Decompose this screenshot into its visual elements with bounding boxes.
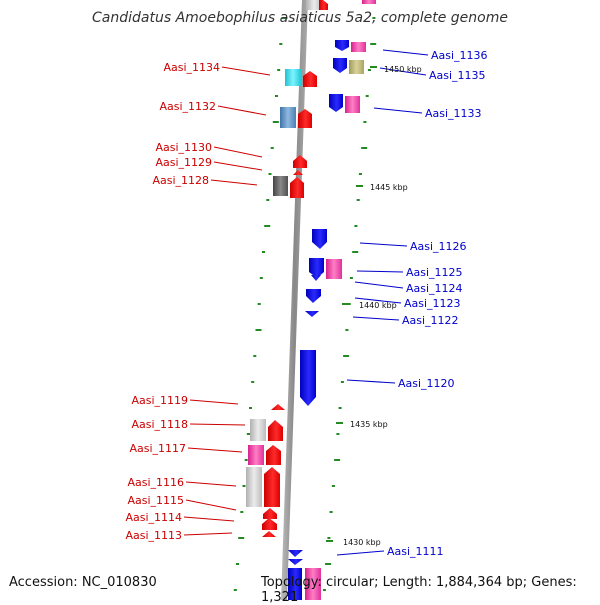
gene-arrow-aasi-1117-forward: [266, 445, 281, 465]
gene-label-aasi-1126[interactable]: Aasi_1126: [410, 240, 467, 253]
gene-arrow-aasi-1125-reverse: [309, 258, 324, 278]
scale-ticks: [326, 66, 377, 542]
gene-arrow-aasi-1111-reverse-2: [288, 559, 303, 565]
map-title: Candidatus Amoebophilus asiaticus 5a2, c…: [92, 10, 508, 26]
gene-arrow-aasi-1123-reverse: [306, 289, 321, 303]
gene-arrow-aasi-1129-forward: [293, 170, 303, 175]
gene-label-aasi-1124[interactable]: Aasi_1124: [406, 282, 463, 295]
gene-block-top-grey: [306, 0, 322, 10]
leader-line-aasi-1117: [187, 447, 243, 453]
gene-arrow-top-forward: [319, 0, 328, 10]
gene-label-aasi-1118[interactable]: Aasi_1118: [131, 418, 188, 431]
gene-arrow-aasi-1119-forward: [271, 404, 285, 410]
gene-glyphs: [246, 0, 376, 600]
leader-line-aasi-1124: [354, 281, 404, 289]
gene-label-aasi-1113[interactable]: Aasi_1113: [125, 529, 182, 542]
scale-tick-label: 1435 kbp: [350, 420, 388, 429]
gene-label-aasi-1134[interactable]: Aasi_1134: [163, 61, 220, 74]
leader-line-aasi-1129: [213, 161, 263, 171]
gene-block-aasi-1116: [246, 467, 262, 507]
gene-block-top-pink: [362, 0, 376, 4]
leader-line-aasi-1119: [189, 399, 239, 405]
gene-block-aasi-1135: [349, 60, 364, 74]
leader-line-aasi-1113: [183, 532, 233, 536]
gene-label-aasi-1135[interactable]: Aasi_1135: [429, 69, 486, 82]
gene-block-aasi-1134: [285, 69, 301, 86]
gene-block-bottom-blue: [288, 568, 302, 600]
gene-arrow-aasi-1134-forward: [303, 71, 317, 87]
gene-arrow-aasi-1114-forward: [262, 518, 277, 530]
gene-label-aasi-1120[interactable]: Aasi_1120: [398, 377, 455, 390]
leader-line-aasi-1114: [183, 516, 235, 522]
leader-line-aasi-1116: [185, 481, 237, 487]
gene-label-aasi-1111[interactable]: Aasi_1111: [387, 545, 444, 558]
gene-label-aasi-1125[interactable]: Aasi_1125: [406, 266, 463, 279]
gene-arrow-aasi-1113-forward: [262, 531, 276, 537]
gene-arrow-aasi-1118-forward: [268, 420, 283, 441]
gene-arrow-aasi-1132-forward: [298, 109, 312, 128]
topology-summary-text: Topology: circular; Length: 1,884,364 bp…: [261, 575, 577, 605]
gene-arrow-aasi-1124-reverse: [311, 275, 321, 281]
gene-label-aasi-1123[interactable]: Aasi_1123: [404, 297, 461, 310]
leader-line-aasi-1136: [382, 49, 429, 56]
leader-line-aasi-1133: [373, 107, 423, 114]
leader-line-aasi-1134: [221, 66, 271, 76]
gene-label-aasi-1117[interactable]: Aasi_1117: [129, 442, 186, 455]
gene-label-aasi-1119[interactable]: Aasi_1119: [131, 394, 188, 407]
gene-block-aasi-1118: [250, 419, 266, 441]
scale-tick-label: 1445 kbp: [370, 183, 408, 192]
gene-arrow-aasi-1136-reverse: [335, 40, 349, 51]
leader-line-aasi-1111: [336, 550, 385, 556]
gene-block-aasi-1136: [351, 42, 366, 52]
gene-block-aasi-1133: [345, 96, 360, 113]
gene-label-aasi-1133[interactable]: Aasi_1133: [425, 107, 482, 120]
gene-arrow-aasi-1133-reverse: [329, 94, 343, 112]
leader-line-aasi-1132: [217, 105, 267, 116]
gene-arrow-aasi-1128-forward: [290, 177, 304, 198]
gene-label-aasi-1115[interactable]: Aasi_1115: [127, 494, 184, 507]
gene-arrow-aasi-1115-forward: [263, 508, 277, 519]
position-dot-rails: [233, 17, 377, 591]
scale-tick-label: 1430 kbp: [343, 538, 381, 547]
genome-backbone: [281, 0, 308, 600]
leader-line-aasi-1130: [213, 146, 263, 158]
gene-label-aasi-1136[interactable]: Aasi_1136: [431, 49, 488, 62]
gene-arrow-aasi-1116-forward: [264, 467, 280, 507]
gene-block-aasi-1128: [273, 176, 288, 196]
gene-arrow-aasi-1130-forward: [293, 155, 307, 168]
gene-arrow-aasi-1122-reverse: [305, 311, 319, 317]
gene-block-aasi-1117: [248, 445, 264, 465]
leader-line-aasi-1128: [210, 179, 258, 186]
leader-line-aasi-1118: [189, 423, 246, 426]
gene-block-aasi-1125: [326, 259, 342, 279]
gene-label-aasi-1129[interactable]: Aasi_1129: [155, 156, 212, 169]
gene-label-aasi-1114[interactable]: Aasi_1114: [125, 511, 182, 524]
gene-block-bottom-pink: [305, 568, 321, 600]
gene-label-aasi-1128[interactable]: Aasi_1128: [152, 174, 209, 187]
accession-text: Accession: NC_010830: [9, 575, 157, 590]
gene-label-aasi-1116[interactable]: Aasi_1116: [127, 476, 184, 489]
leader-line-aasi-1120: [346, 379, 396, 384]
gene-label-aasi-1132[interactable]: Aasi_1132: [159, 100, 216, 113]
gene-label-aasi-1130[interactable]: Aasi_1130: [155, 141, 212, 154]
leader-line-aasi-1126: [359, 242, 408, 247]
leader-line-aasi-1125: [356, 270, 404, 273]
leader-line-aasi-1122: [352, 316, 400, 321]
scale-tick-label: 1440 kbp: [359, 301, 397, 310]
gene-block-aasi-1132: [280, 107, 296, 128]
leader-line-aasi-1123: [354, 297, 402, 304]
gene-arrow-aasi-1126-reverse: [312, 229, 327, 249]
scale-tick-label: 1450 kbp: [384, 65, 422, 74]
gene-arrow-aasi-1111-reverse: [288, 550, 303, 557]
gene-label-aasi-1122[interactable]: Aasi_1122: [402, 314, 459, 327]
gene-arrow-aasi-1135-reverse: [333, 58, 347, 73]
gene-arrow-aasi-1120-reverse: [300, 350, 316, 406]
leader-line-aasi-1135: [379, 67, 427, 76]
leader-line-aasi-1115: [185, 499, 237, 511]
label-leader-lines: [183, 49, 429, 556]
